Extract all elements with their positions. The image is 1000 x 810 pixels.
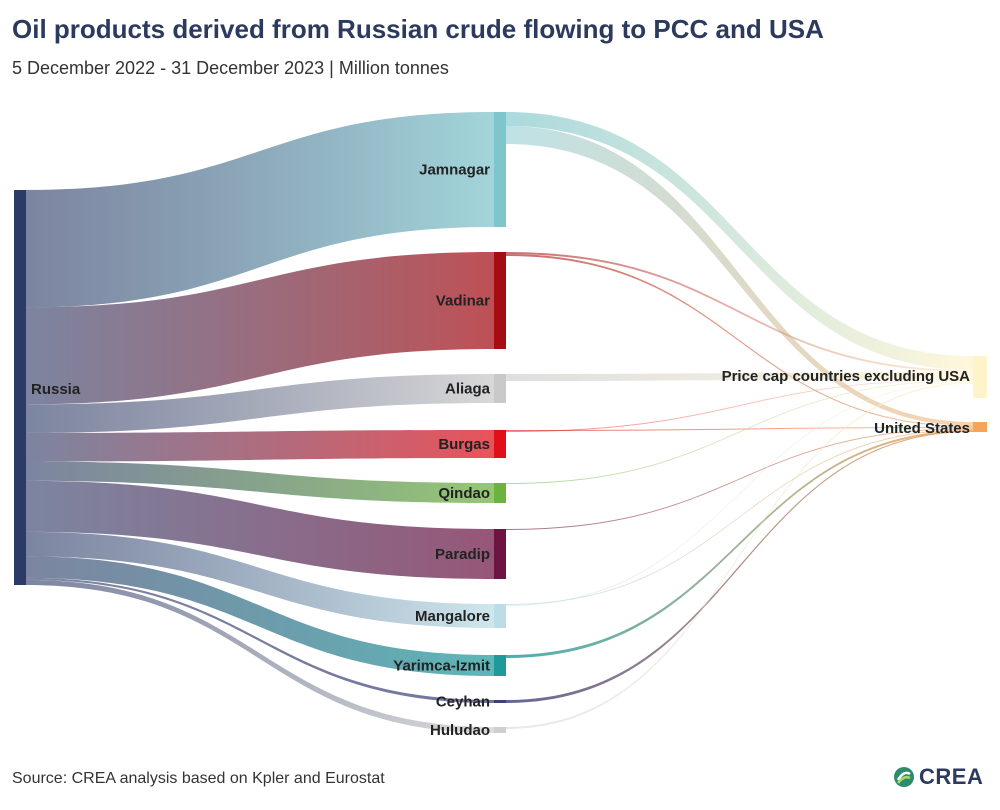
link-aliaga-to-pcc — [506, 372, 973, 381]
link-jamnagar-to-usa — [506, 126, 973, 426]
link-russia-to-mangalore — [26, 531, 494, 628]
node-qindao — [494, 483, 506, 503]
link-russia-to-jamnagar — [26, 112, 494, 308]
link-russia-to-paradip — [26, 480, 494, 579]
crea-logo: CREA — [893, 764, 983, 790]
link-huludao-to-pcc — [506, 382, 973, 729]
label-ceyhan: Ceyhan — [436, 694, 490, 711]
label-yarimca-izmit: Yarimca-Izmit — [393, 658, 490, 675]
link-russia-to-aliaga — [26, 374, 494, 433]
label-paradip: Paradip — [435, 546, 490, 563]
label-united-states: United States — [874, 420, 970, 437]
link-burgas-to-pcc — [506, 379, 973, 432]
chart-title: Oil products derived from Russian crude … — [12, 14, 824, 44]
link-vadinar-to-pcc — [506, 252, 973, 372]
node-huludao — [494, 727, 506, 733]
link-russia-to-vadinar — [26, 252, 494, 405]
link-burgas-to-usa — [506, 427, 973, 431]
crea-logo-icon — [894, 767, 914, 787]
link-qindao-to-pcc — [506, 380, 973, 484]
sankey-nodes — [14, 112, 987, 733]
crea-logo-text: CREA — [919, 764, 984, 789]
label-qindao: Qindao — [438, 485, 490, 502]
link-jamnagar-to-pcc — [506, 112, 973, 370]
link-russia-to-burgas — [26, 430, 494, 462]
link-russia-to-yarimca-izmit — [26, 556, 494, 676]
node-jamnagar — [494, 112, 506, 227]
node-russia — [14, 190, 26, 585]
chart-subtitle: 5 December 2022 - 31 December 2023 | Mil… — [12, 58, 449, 78]
node-price-cap-countries — [973, 356, 987, 398]
node-vadinar — [494, 252, 506, 349]
label-vadinar: Vadinar — [436, 293, 490, 310]
label-russia: Russia — [31, 381, 81, 398]
node-united-states — [973, 422, 987, 432]
label-price-cap-countries: Price cap countries excluding USA — [722, 368, 971, 385]
link-russia-to-ceyhan — [26, 577, 494, 703]
node-ceyhan — [494, 700, 506, 703]
link-vadinar-to-usa — [506, 254, 973, 427]
label-jamnagar: Jamnagar — [419, 162, 490, 179]
source-note: Source: CREA analysis based on Kpler and… — [12, 770, 385, 787]
link-mangalore-to-usa — [506, 429, 973, 605]
node-yarimca-izmit — [494, 655, 506, 676]
link-yarimca-izmit-to-usa — [506, 430, 973, 658]
label-burgas: Burgas — [438, 436, 490, 453]
node-mangalore — [494, 604, 506, 628]
node-paradip — [494, 529, 506, 579]
link-mangalore-to-pcc — [506, 381, 973, 606]
sankey-links — [26, 112, 973, 733]
sankey-labels: Russia Jamnagar Vadinar Aliaga Burgas Qindao P… — [31, 162, 970, 740]
label-aliaga: Aliaga — [445, 381, 491, 398]
label-mangalore: Mangalore — [415, 608, 490, 625]
link-paradip-to-usa — [506, 428, 973, 530]
node-burgas — [494, 430, 506, 458]
link-russia-to-huludao — [26, 579, 494, 733]
label-huludao: Huludao — [430, 722, 490, 739]
link-ceyhan-to-usa — [506, 431, 973, 703]
node-aliaga — [494, 374, 506, 403]
link-russia-to-qindao — [26, 461, 494, 503]
